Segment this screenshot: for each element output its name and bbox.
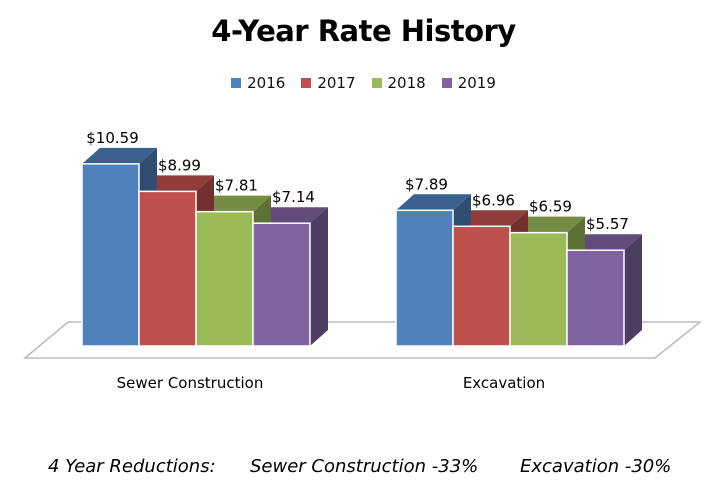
data-label: $5.57	[586, 215, 629, 233]
legend-label: 2019	[457, 74, 496, 92]
legend-label: 2018	[387, 74, 426, 92]
data-label: $10.59	[86, 129, 139, 147]
legend-swatch	[371, 78, 382, 88]
legend-swatch	[231, 78, 242, 88]
bar-2016	[81, 163, 140, 347]
data-label: $7.14	[272, 188, 315, 206]
bar-top	[253, 207, 328, 224]
footer-excavation: Excavation -30%	[520, 456, 672, 477]
bar-2019	[252, 222, 311, 347]
bar-top	[196, 195, 271, 212]
legend-label: 2016	[247, 74, 286, 92]
legend-swatch	[441, 78, 452, 88]
bar-side	[310, 207, 328, 346]
data-label: $7.89	[405, 175, 448, 193]
bar-2018	[195, 210, 254, 347]
data-label: $6.96	[472, 191, 515, 209]
bar-top	[396, 194, 471, 211]
bar-2017	[138, 190, 197, 347]
legend-item-2017: 2017	[301, 74, 356, 92]
footer-label: 4 Year Reductions:	[48, 456, 216, 477]
bar-top	[510, 216, 585, 233]
data-label: $7.81	[215, 177, 258, 195]
bar-2018	[509, 231, 568, 347]
data-label: $6.59	[529, 198, 572, 216]
legend: 2016 2017 2018 2019	[0, 74, 727, 92]
chart-title: 4-Year Rate History	[211, 14, 516, 48]
legend-item-2018: 2018	[371, 74, 426, 92]
legend-swatch	[301, 78, 312, 88]
bar-top	[567, 234, 642, 251]
bar-top	[82, 147, 157, 164]
bar-top	[453, 210, 528, 227]
bar-2016	[395, 209, 454, 347]
data-label: $8.99	[158, 156, 201, 174]
footer-sewer: Sewer Construction -33%	[250, 456, 479, 477]
legend-item-2019: 2019	[441, 74, 496, 92]
category-label: Excavation	[463, 374, 545, 392]
legend-item-2016: 2016	[231, 74, 285, 92]
bar-top	[139, 175, 214, 192]
bar-2019	[566, 249, 625, 347]
category-label: Sewer Construction	[117, 374, 264, 392]
bar-2017	[452, 225, 511, 347]
bar-side	[624, 234, 642, 346]
legend-label: 2017	[317, 74, 356, 92]
